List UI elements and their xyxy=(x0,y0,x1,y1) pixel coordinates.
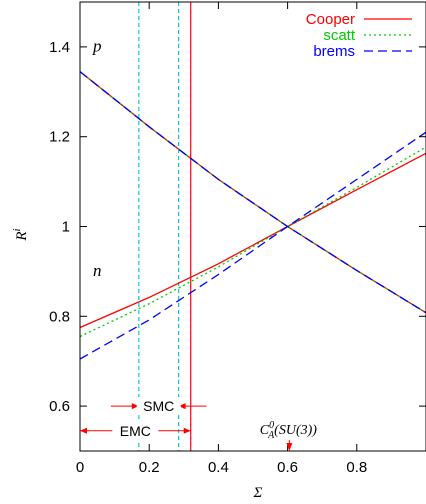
emc-label-bg xyxy=(112,421,159,440)
x-tick-label: 0.4 xyxy=(208,459,229,476)
smc-label-bg xyxy=(136,397,181,416)
smc-arrowhead-left xyxy=(131,403,139,410)
y-tick-label: 1 xyxy=(62,219,70,236)
series-brems-n-line xyxy=(79,131,426,360)
curve-label-p: p xyxy=(92,36,102,55)
y-axis-title: Ri xyxy=(11,228,30,241)
series-cooper-p-line xyxy=(79,71,426,314)
legend-label-cooper: Cooper xyxy=(306,11,355,28)
y-tick-label: 1.4 xyxy=(49,39,70,56)
y-tick-label: 0.6 xyxy=(49,398,70,415)
x-tick-label: 0.6 xyxy=(277,459,298,476)
series-brems-p-line xyxy=(79,71,426,314)
y-tick-label: 0.8 xyxy=(49,308,70,325)
y-axis-title-main: R xyxy=(14,231,30,241)
emc-arrowhead-left xyxy=(80,427,87,434)
legend-label-scatt: scatt xyxy=(323,27,356,44)
x-tick-label: 0 xyxy=(76,459,84,476)
y-tick-label: 1.2 xyxy=(49,129,70,146)
legend-label-brems: brems xyxy=(313,43,355,60)
x-axis-title: Σ xyxy=(253,485,263,501)
plot-frame xyxy=(79,1,426,452)
emc-label: EMC xyxy=(120,423,151,439)
ca-marker-label: C0 A(SU(3)) xyxy=(260,420,318,441)
x-tick-label: 0.8 xyxy=(346,459,367,476)
x-tick-label: 0.2 xyxy=(139,459,160,476)
series-scatt-p-line xyxy=(79,71,426,314)
series-scatt-n-line xyxy=(79,146,426,338)
smc-arrowhead-right xyxy=(178,403,186,410)
ca-marker-sub: A xyxy=(267,430,275,441)
smc-label: SMC xyxy=(143,398,174,414)
ca-marker-rest: (SU(3)) xyxy=(274,423,317,438)
ca-marker-main: C xyxy=(260,423,270,438)
curve-label-n: n xyxy=(93,261,102,280)
ca-marker-arrowhead xyxy=(286,443,293,451)
emc-arrowhead-right xyxy=(183,427,191,434)
ca-marker-sup: 0 xyxy=(269,420,274,431)
series-cooper-n-line xyxy=(79,152,426,329)
y-axis-title-sup: i xyxy=(11,228,23,231)
